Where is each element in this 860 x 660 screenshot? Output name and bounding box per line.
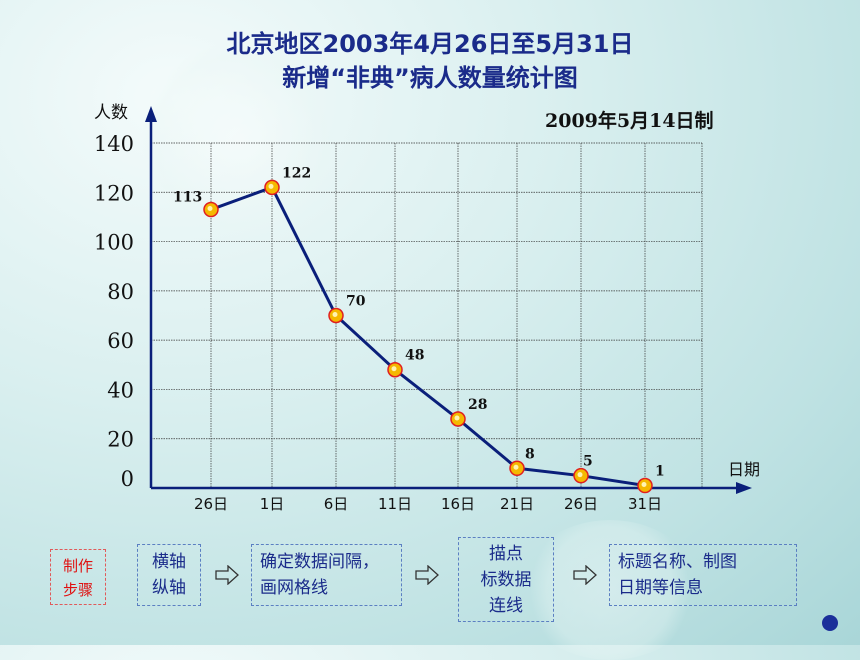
- x-tick-label: 26日: [564, 495, 598, 513]
- step-text-line: 日期等信息: [618, 578, 703, 598]
- data-point-highlight: [332, 312, 338, 317]
- y-tick-label: 80: [107, 280, 134, 304]
- data-point-highlight: [641, 482, 647, 488]
- y-tick-label: 20: [107, 428, 134, 452]
- data-label: 113: [173, 190, 202, 206]
- step-text-line: 确定数据间隔，: [260, 552, 379, 572]
- step-title-info: 标题名称、制图 日期等信息: [609, 544, 797, 606]
- background-flower-decoration: [520, 520, 700, 660]
- data-point-highlight: [513, 464, 519, 470]
- chart-title-line-2: 新增“非典”病人数量统计图: [282, 64, 578, 92]
- x-tick-label: 11日: [378, 495, 412, 513]
- y-axis-label: 人数: [94, 103, 128, 123]
- x-axis-label: 日期: [728, 460, 761, 479]
- x-tick-label: 6日: [324, 495, 349, 513]
- hollow-right-arrow-icon: [215, 564, 239, 586]
- background-flower-decoration: [140, 40, 340, 240]
- data-label: 70: [346, 294, 366, 310]
- chart-title-line-1: 北京地区2003年4月26日至5月31日: [226, 30, 634, 58]
- y-tick-label: 140: [94, 132, 134, 156]
- x-tick-label: 31日: [628, 495, 662, 513]
- x-tick-label: 26日: [194, 495, 228, 513]
- slide-nav-dot[interactable]: [822, 615, 838, 631]
- step-text-line: 标题名称、制图: [618, 552, 737, 572]
- y-axis-arrow-icon: [145, 106, 157, 122]
- data-label: 1: [655, 464, 665, 480]
- hollow-right-arrow-icon: [415, 564, 439, 586]
- step-text-line: 纵轴: [152, 578, 186, 598]
- step-text-line: 标数据: [480, 570, 532, 590]
- step-text-line: 画网格线: [260, 578, 328, 598]
- data-point-highlight: [391, 366, 397, 372]
- steps-title: 制作 步骤: [50, 549, 106, 605]
- x-axis-arrow-icon: [736, 482, 752, 494]
- step-text-line: 制作: [62, 557, 93, 575]
- data-label: 122: [282, 165, 311, 181]
- made-on-date: 2009年5月14日制: [545, 110, 714, 132]
- step-plot-points: 描点 标数据 连线: [458, 537, 554, 622]
- data-point-highlight: [577, 472, 583, 478]
- step-text-line: 描点: [489, 544, 523, 564]
- hollow-right-arrow-icon: [573, 564, 597, 586]
- line-chart: 0 20 40 60 80 100 120 140 26日 1日 6日 11日 16日 21日 26日 31日…: [94, 106, 752, 513]
- series-line: [210, 185, 646, 488]
- step-grid: 确定数据间隔， 画网格线: [251, 544, 402, 606]
- y-tick-label: 40: [107, 378, 134, 402]
- y-tick-label: 120: [94, 181, 134, 205]
- y-tick-label: 60: [107, 329, 134, 353]
- x-tick-label: 21日: [500, 495, 534, 513]
- step-text-line: 步骤: [62, 581, 93, 599]
- step-text-line: 连线: [489, 596, 523, 616]
- data-point-highlight: [207, 206, 213, 212]
- data-label: 28: [468, 397, 487, 413]
- data-point-highlight: [268, 183, 274, 189]
- x-tick-label: 16日: [441, 495, 475, 513]
- step-text-line: 横轴: [152, 552, 186, 572]
- data-label: 5: [583, 454, 593, 470]
- data-label: 8: [525, 446, 535, 462]
- y-tick-label: 0: [121, 467, 134, 491]
- data-point-highlight: [454, 415, 460, 421]
- step-axes: 横轴 纵轴: [137, 544, 201, 606]
- data-label: 48: [405, 348, 424, 364]
- x-tick-label: 1日: [260, 495, 285, 513]
- y-tick-label: 100: [94, 231, 134, 255]
